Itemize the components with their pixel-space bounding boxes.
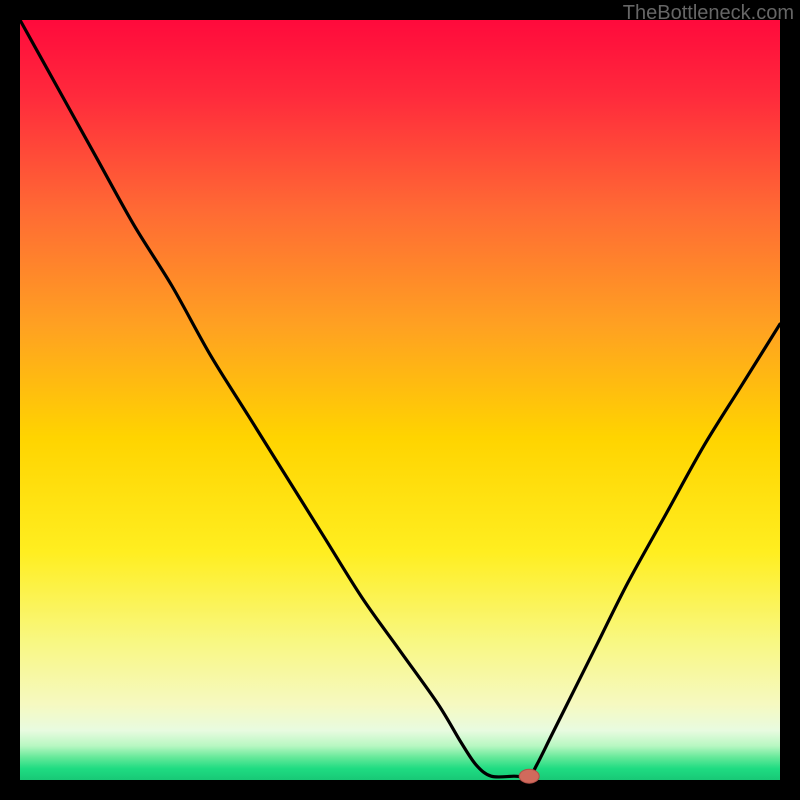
chart-svg: [0, 0, 800, 800]
attribution-label: TheBottleneck.com: [623, 2, 794, 25]
chart-background-gradient: [20, 20, 780, 780]
optimal-point-marker: [519, 769, 539, 783]
bottleneck-chart: TheBottleneck.com: [0, 0, 800, 800]
